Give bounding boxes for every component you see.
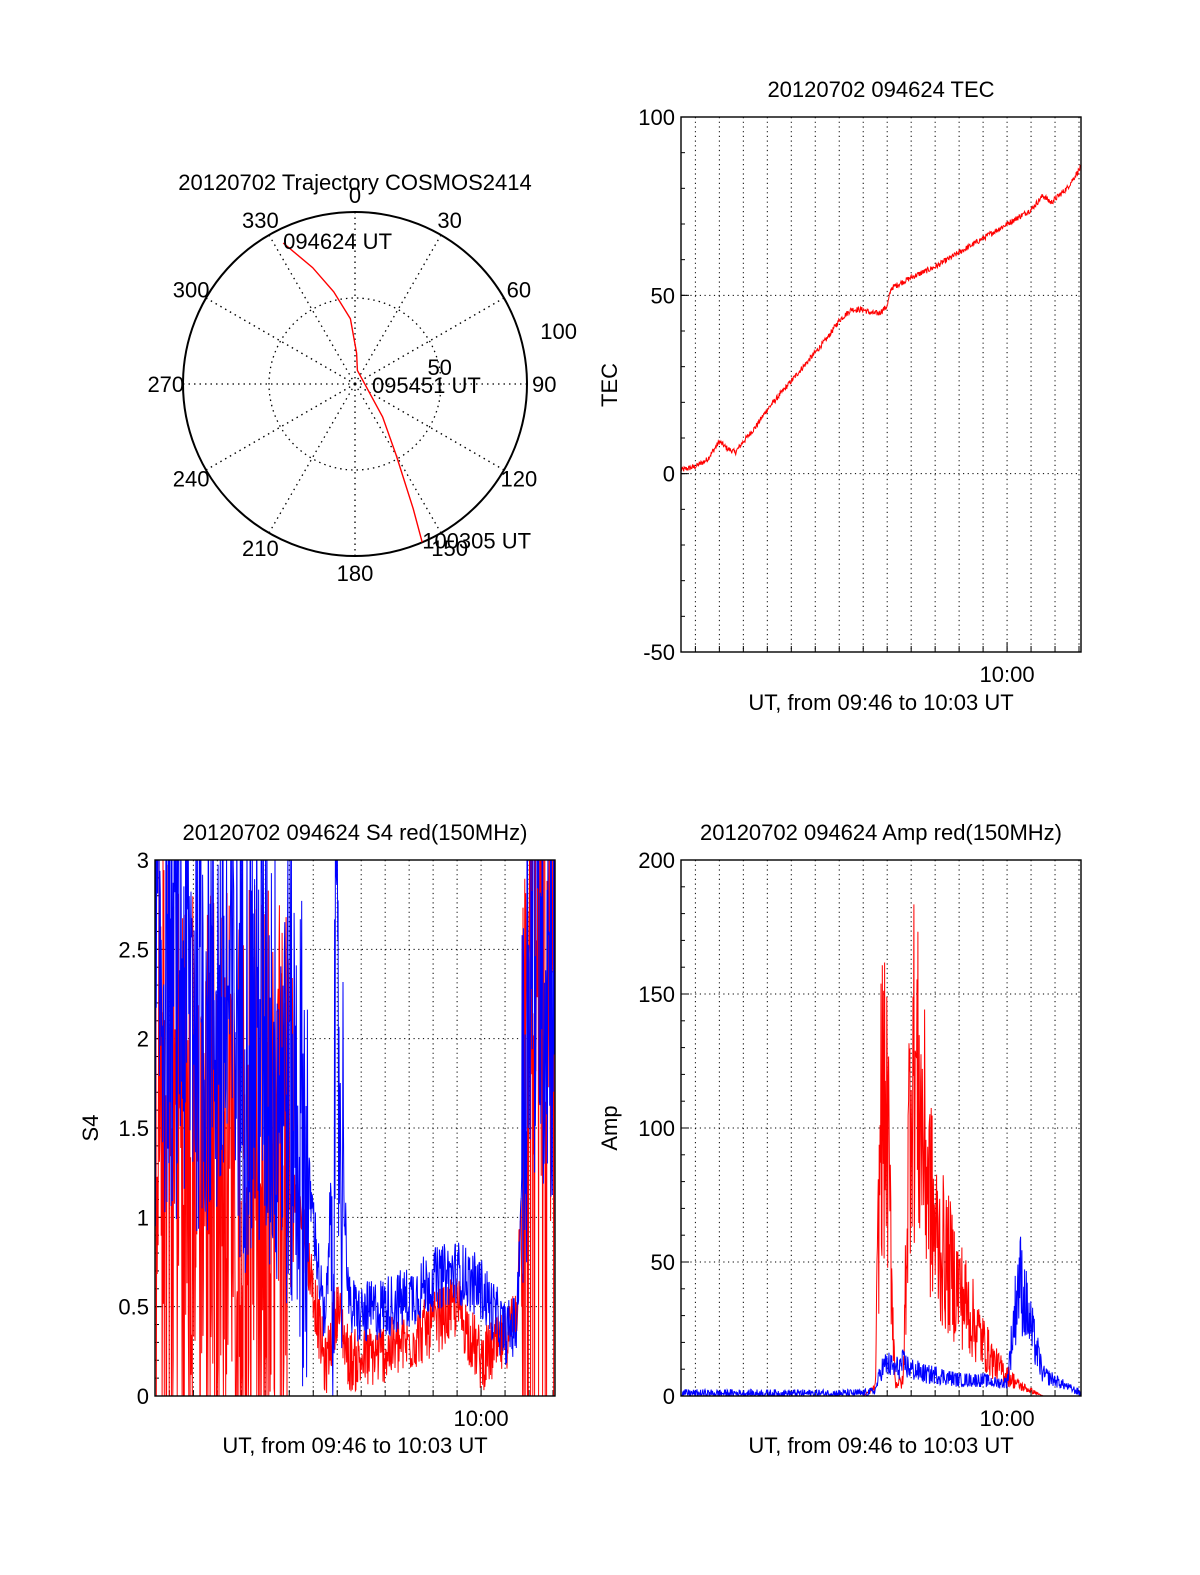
amp-xlabel: UT, from 09:46 to 10:03 UT xyxy=(748,1433,1013,1458)
trajectory-time-label: 095451 UT xyxy=(372,373,481,398)
trajectory-line xyxy=(282,242,423,543)
polar-spoke xyxy=(205,297,356,385)
angle-label: 270 xyxy=(147,372,184,397)
y-tick-label: 2 xyxy=(137,1027,149,1052)
s4-xlabel: UT, from 09:46 to 10:03 UT xyxy=(222,1433,487,1458)
series-line-red xyxy=(681,904,1081,1396)
angle-label: 90 xyxy=(532,372,556,397)
x-tick-label: 10:00 xyxy=(980,1406,1035,1431)
polar-inner-ring xyxy=(268,297,442,471)
polar-spoke xyxy=(354,297,505,385)
y-tick-label: 100 xyxy=(638,1116,675,1141)
polar-spoke xyxy=(268,234,356,385)
radial-label: 100 xyxy=(540,319,577,344)
y-tick-label: 0.5 xyxy=(118,1295,149,1320)
plot-frame xyxy=(154,859,556,1397)
angle-label: 120 xyxy=(500,467,537,492)
amp-title: 20120702 094624 Amp red(150MHz) xyxy=(700,820,1062,845)
polar-spoke xyxy=(268,383,356,534)
x-tick-label: 10:00 xyxy=(980,662,1035,687)
angle-label: 150 xyxy=(431,536,468,561)
trajectory-time-label: 100305 UT xyxy=(422,528,531,553)
tec-ylabel: TEC xyxy=(597,363,622,407)
y-tick-label: 50 xyxy=(651,1250,675,1275)
y-tick-label: 2.5 xyxy=(118,937,149,962)
angle-label: 330 xyxy=(242,208,279,233)
angle-label: 0 xyxy=(349,183,361,208)
y-tick-label: 3 xyxy=(137,848,149,873)
polar-spoke xyxy=(354,383,442,534)
series-line-blue xyxy=(681,1236,1081,1396)
polar-spoke xyxy=(354,383,505,471)
plot-frame xyxy=(680,116,1082,653)
y-tick-label: 50 xyxy=(651,283,675,308)
s4-ylabel: S4 xyxy=(78,1115,103,1142)
angle-label: 60 xyxy=(507,277,531,302)
series-line-blue xyxy=(155,860,555,1396)
trajectory-panel: 20120702 Trajectory COSMOS2414 0 30 60 90 12… xyxy=(147,170,577,586)
angle-label: 210 xyxy=(242,536,279,561)
tec-xlabel: UT, from 09:46 to 10:03 UT xyxy=(748,690,1013,715)
y-tick-label: 0 xyxy=(663,462,675,487)
y-tick-label: 0 xyxy=(137,1384,149,1409)
polar-spoke xyxy=(205,383,356,471)
y-tick-label: 1.5 xyxy=(118,1116,149,1141)
series-line-red xyxy=(681,164,1081,472)
polar-spoke xyxy=(354,234,442,385)
y-tick-label: 150 xyxy=(638,982,675,1007)
angle-label: 300 xyxy=(173,277,210,302)
angle-label: 240 xyxy=(173,467,210,492)
y-tick-label: 1 xyxy=(137,1205,149,1230)
trajectory-title: 20120702 Trajectory COSMOS2414 xyxy=(178,170,531,195)
angle-label: 180 xyxy=(337,561,374,586)
tec-panel: 20120702 094624 TEC UT, from 09:46 to 10… xyxy=(597,77,1082,715)
y-tick-label: 200 xyxy=(638,848,675,873)
angle-label: 30 xyxy=(437,208,461,233)
y-tick-label: -50 xyxy=(643,640,675,665)
plot-frame xyxy=(680,859,1082,1397)
y-tick-label: 0 xyxy=(663,1384,675,1409)
s4-panel: 20120702 094624 S4 red(150MHz) UT, from … xyxy=(78,820,556,1458)
tec-title: 20120702 094624 TEC xyxy=(767,77,994,102)
y-tick-label: 100 xyxy=(638,105,675,130)
trajectory-time-label: 094624 UT xyxy=(283,229,392,254)
amp-ylabel: Amp xyxy=(597,1105,622,1150)
radial-label: 50 xyxy=(427,355,451,380)
amp-panel: 20120702 094624 Amp red(150MHz) UT, from… xyxy=(597,820,1082,1458)
x-tick-label: 10:00 xyxy=(454,1406,509,1431)
s4-title: 20120702 094624 S4 red(150MHz) xyxy=(183,820,528,845)
